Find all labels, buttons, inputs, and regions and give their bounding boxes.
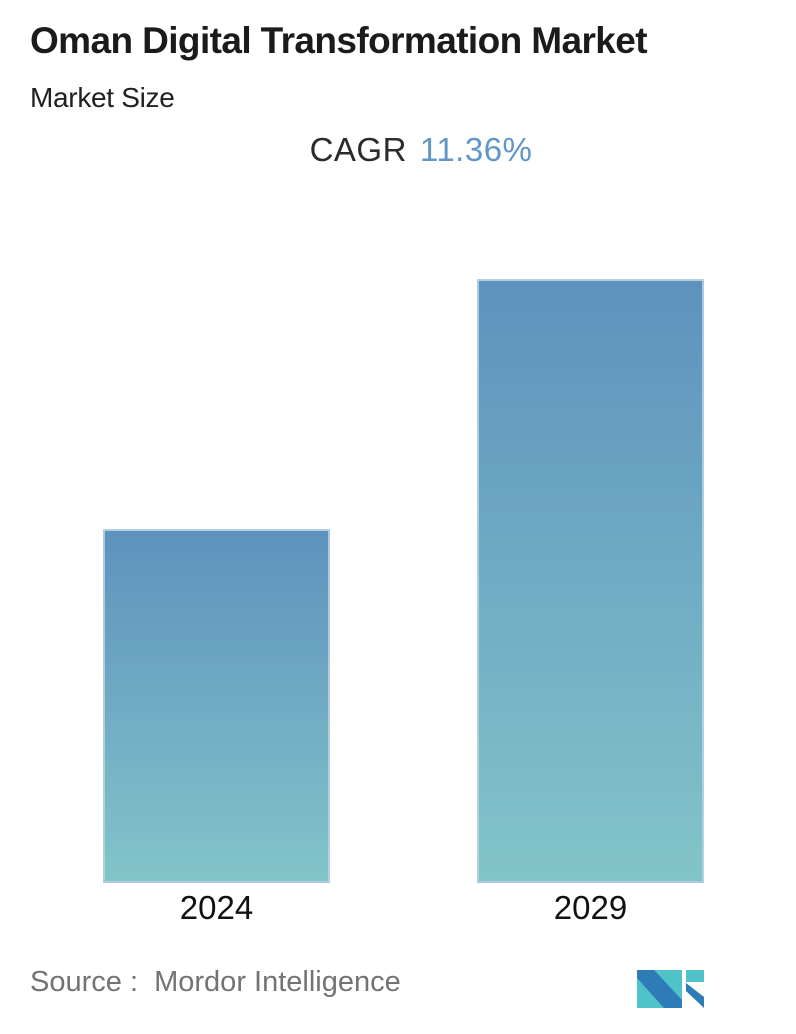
cagr-annotation: CAGR 11.36% [0, 131, 796, 169]
axis-label-2029: 2029 [553, 889, 628, 926]
cagr-value: 11.36% [419, 131, 533, 168]
cagr-label: CAGR [309, 131, 407, 168]
bar-2029[interactable] [477, 279, 704, 883]
logo-right-blue-diagonal [686, 983, 704, 1008]
mordor-intelligence-logo [637, 970, 704, 1008]
page-subtitle: Market Size [30, 82, 175, 113]
logo-left-blue-diagonal [637, 970, 682, 1008]
source-attribution: Source : Mordor Intelligence [30, 966, 401, 998]
axis-label-2024: 2024 [179, 889, 254, 926]
page-title: Oman Digital Transformation Market [30, 20, 648, 61]
bar-2024[interactable] [103, 529, 330, 883]
logo-right-teal-block [686, 970, 704, 982]
